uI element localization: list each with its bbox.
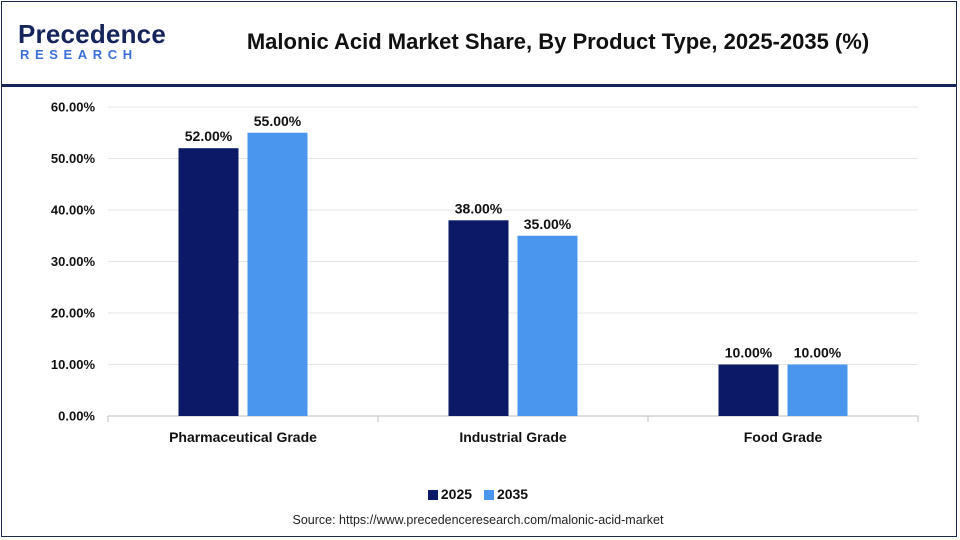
bar-2025 bbox=[448, 220, 509, 416]
legend-swatch-2025 bbox=[427, 490, 438, 500]
y-tick-label: 0.00% bbox=[58, 409, 95, 424]
y-tick-label: 50.00% bbox=[51, 151, 96, 166]
brand-logo: Precedence RESEARCH bbox=[18, 20, 168, 64]
x-tick-label: Pharmaceutical Grade bbox=[169, 429, 317, 445]
legend-label-2035: 2035 bbox=[496, 486, 529, 502]
source-note: Source: https://www.precedenceresearch.c… bbox=[292, 513, 664, 527]
y-tick-label: 20.00% bbox=[51, 306, 96, 321]
y-tick-label: 60.00% bbox=[51, 100, 96, 115]
legend-label-2025: 2025 bbox=[440, 486, 473, 502]
data-label: 10.00% bbox=[725, 345, 773, 361]
header-divider bbox=[2, 84, 956, 87]
x-tick-label: Industrial Grade bbox=[459, 429, 567, 445]
bar-2025 bbox=[178, 148, 239, 416]
bar-2035 bbox=[787, 364, 848, 416]
data-label: 55.00% bbox=[254, 113, 302, 129]
legend-item-2035: 2035 bbox=[483, 486, 529, 502]
header: Precedence RESEARCH Malonic Acid Market … bbox=[2, 2, 956, 84]
chart-title: Malonic Acid Market Share, By Product Ty… bbox=[246, 29, 870, 54]
y-tick-label: 40.00% bbox=[51, 203, 96, 218]
x-tick-label: Food Grade bbox=[744, 429, 823, 445]
brand-subtitle: RESEARCH bbox=[20, 47, 138, 62]
data-label: 52.00% bbox=[185, 128, 233, 144]
y-tick-label: 10.00% bbox=[51, 357, 96, 372]
data-label: 10.00% bbox=[794, 345, 842, 361]
legend-swatch-2035 bbox=[483, 490, 494, 500]
legend-item-2025: 2025 bbox=[427, 486, 473, 502]
bar-2035 bbox=[517, 235, 578, 416]
legend: 2025 2035 bbox=[0, 486, 956, 502]
brand-name: Precedence bbox=[18, 19, 166, 49]
data-label: 38.00% bbox=[455, 200, 503, 216]
bar-2035 bbox=[247, 132, 308, 416]
bar-2025 bbox=[718, 364, 779, 416]
data-label: 35.00% bbox=[524, 216, 572, 232]
y-tick-label: 30.00% bbox=[51, 254, 96, 269]
